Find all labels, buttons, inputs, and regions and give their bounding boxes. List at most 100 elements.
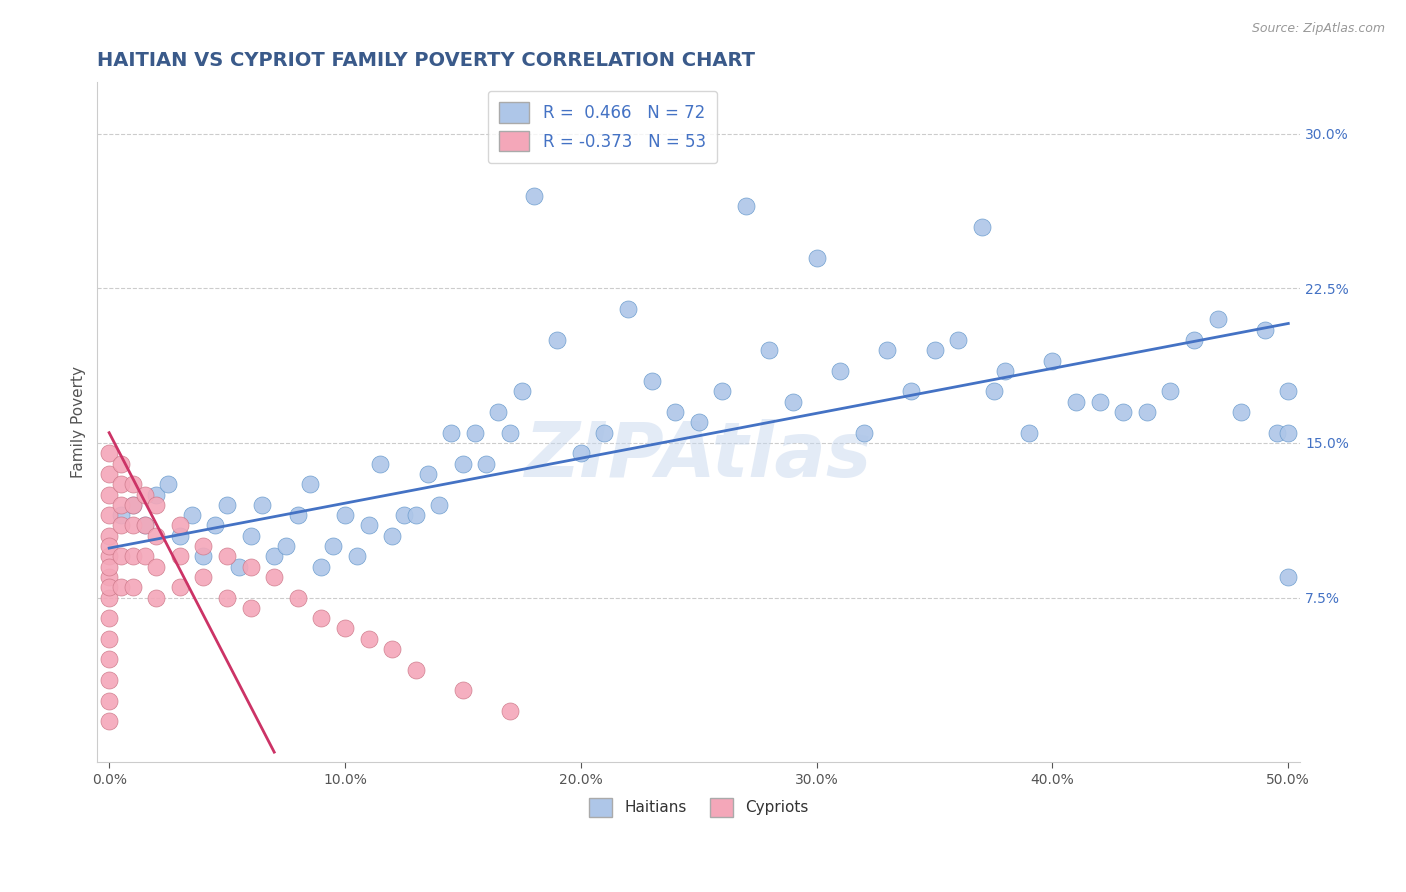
Point: [1136, 405, 1159, 419]
Point: [946, 333, 969, 347]
Point: [110, 477, 132, 491]
Point: [98, 559, 121, 574]
Point: [169, 549, 191, 564]
Point: [711, 384, 734, 399]
Text: Source: ZipAtlas.com: Source: ZipAtlas.com: [1251, 22, 1385, 36]
Point: [852, 425, 875, 440]
Point: [569, 446, 592, 460]
Point: [134, 549, 156, 564]
Point: [98, 652, 121, 666]
Point: [983, 384, 1005, 399]
Point: [169, 518, 191, 533]
Point: [98, 673, 121, 687]
Point: [357, 632, 380, 646]
Point: [145, 559, 167, 574]
Legend: Haitians, Cypriots: Haitians, Cypriots: [583, 792, 814, 822]
Point: [523, 188, 546, 202]
Point: [274, 539, 297, 553]
Point: [1112, 405, 1135, 419]
Point: [758, 343, 780, 358]
Point: [405, 663, 427, 677]
Point: [1206, 312, 1229, 326]
Point: [110, 518, 132, 533]
Point: [193, 549, 215, 564]
Point: [499, 425, 522, 440]
Point: [98, 632, 121, 646]
Point: [688, 416, 710, 430]
Point: [1159, 384, 1181, 399]
Point: [464, 425, 486, 440]
Point: [333, 622, 356, 636]
Point: [169, 529, 191, 543]
Point: [1265, 425, 1288, 440]
Point: [1277, 570, 1299, 584]
Point: [405, 508, 427, 523]
Point: [121, 580, 143, 594]
Point: [145, 529, 167, 543]
Point: [392, 508, 415, 523]
Point: [311, 559, 333, 574]
Point: [806, 251, 828, 265]
Point: [287, 591, 309, 605]
Point: [416, 467, 439, 481]
Point: [900, 384, 922, 399]
Point: [215, 549, 238, 564]
Point: [98, 549, 121, 564]
Point: [451, 457, 474, 471]
Point: [287, 508, 309, 523]
Point: [98, 487, 121, 501]
Point: [970, 219, 993, 234]
Point: [98, 714, 121, 729]
Point: [263, 570, 285, 584]
Point: [98, 591, 121, 605]
Point: [1254, 323, 1277, 337]
Point: [381, 642, 404, 657]
Point: [322, 539, 344, 553]
Point: [215, 498, 238, 512]
Point: [830, 364, 852, 378]
Point: [994, 364, 1017, 378]
Point: [451, 683, 474, 698]
Point: [735, 199, 758, 213]
Point: [204, 518, 226, 533]
Point: [134, 518, 156, 533]
Text: HAITIAN VS CYPRIOT FAMILY POVERTY CORRELATION CHART: HAITIAN VS CYPRIOT FAMILY POVERTY CORREL…: [97, 51, 755, 70]
Point: [357, 518, 380, 533]
Point: [110, 457, 132, 471]
Point: [440, 425, 463, 440]
Point: [370, 457, 392, 471]
Text: ZIPAtlas: ZIPAtlas: [524, 419, 872, 493]
Point: [110, 580, 132, 594]
Point: [110, 498, 132, 512]
Point: [98, 693, 121, 707]
Point: [239, 600, 262, 615]
Point: [121, 518, 143, 533]
Point: [640, 374, 662, 388]
Point: [98, 611, 121, 625]
Point: [664, 405, 686, 419]
Point: [98, 529, 121, 543]
Point: [876, 343, 898, 358]
Point: [486, 405, 509, 419]
Point: [215, 591, 238, 605]
Point: [98, 580, 121, 594]
Point: [239, 529, 262, 543]
Point: [499, 704, 522, 718]
Point: [1230, 405, 1253, 419]
Point: [617, 301, 640, 316]
Point: [110, 549, 132, 564]
Point: [98, 570, 121, 584]
Point: [193, 539, 215, 553]
Point: [180, 508, 202, 523]
Point: [263, 549, 285, 564]
Point: [134, 518, 156, 533]
Point: [121, 498, 143, 512]
Y-axis label: Family Poverty: Family Poverty: [72, 367, 86, 478]
Point: [1064, 394, 1087, 409]
Point: [239, 559, 262, 574]
Point: [157, 477, 180, 491]
Point: [346, 549, 368, 564]
Point: [121, 477, 143, 491]
Point: [924, 343, 946, 358]
Point: [1088, 394, 1111, 409]
